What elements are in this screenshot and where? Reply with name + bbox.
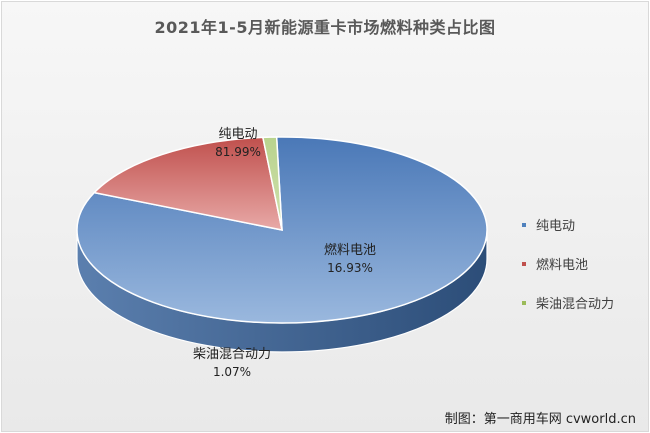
data-label-name-2: 柴油混合动力 xyxy=(193,347,271,362)
chart-title: 2021年1-5月新能源重卡市场燃料种类占比图 xyxy=(154,18,496,37)
legend-swatch xyxy=(522,261,526,266)
legend-swatch xyxy=(522,222,526,227)
legend-item: 纯电动 xyxy=(522,205,614,244)
data-label-value-2: 1.07% xyxy=(213,365,251,379)
legend-label: 柴油混合动力 xyxy=(536,297,615,312)
slice-2 xyxy=(261,136,283,231)
slice-1 xyxy=(92,136,283,231)
data-label-value-1: 16.93% xyxy=(327,261,373,275)
legend: 纯电动 燃料电池 柴油混合动力 xyxy=(522,205,614,322)
legend-item: 柴油混合动力 xyxy=(522,283,614,322)
legend-item: 燃料电池 xyxy=(522,244,614,283)
legend-swatch xyxy=(522,300,526,305)
data-label-name-0: 纯电动 xyxy=(218,127,257,142)
data-label-value-0: 81.99% xyxy=(215,145,261,159)
data-label-name-1: 燃料电池 xyxy=(324,242,376,258)
credit-text: 制图：第一商用车网 cvworld.cn xyxy=(444,412,636,427)
legend-label: 燃料电池 xyxy=(536,258,589,273)
legend-label: 纯电动 xyxy=(536,219,576,234)
